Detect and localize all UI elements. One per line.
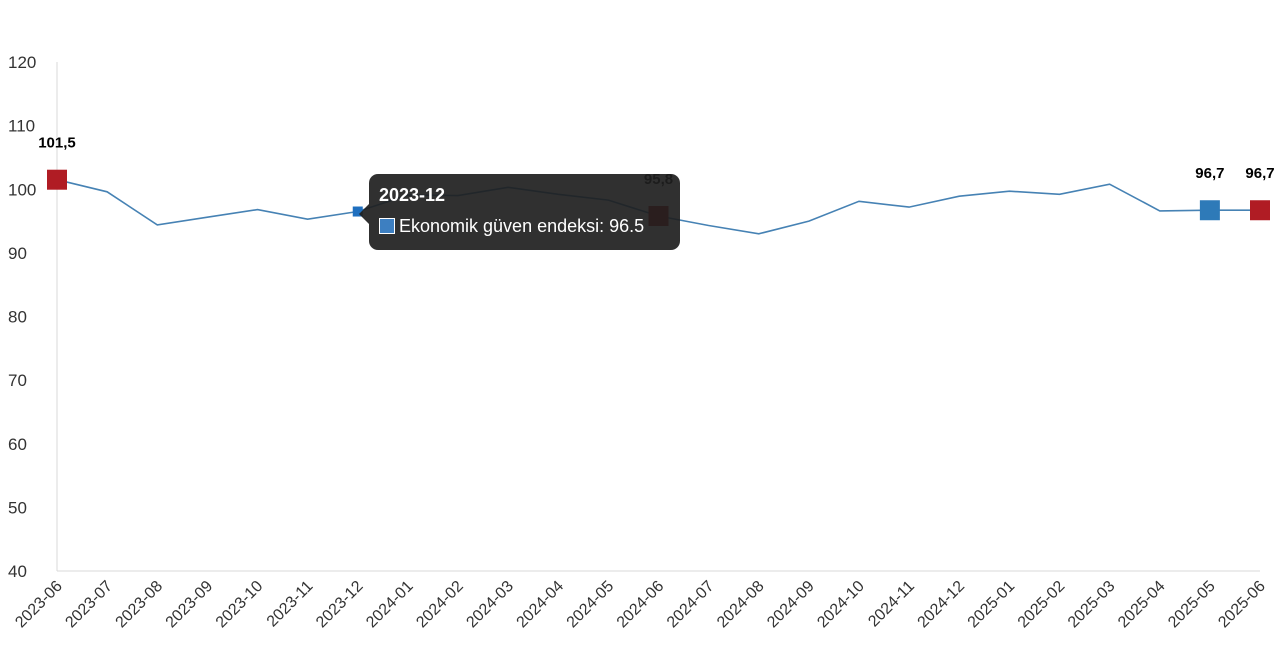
data-label: 96,7 [1245, 165, 1274, 182]
data-label: 96,7 [1195, 165, 1224, 182]
y-tick-label: 40 [8, 562, 27, 581]
x-tick-label: 2024-06 [614, 578, 668, 632]
y-tick-label: 100 [8, 180, 36, 199]
highlight-marker [47, 169, 67, 190]
x-tick-label: 2025-01 [965, 578, 1019, 632]
y-tick-label: 80 [8, 308, 27, 327]
y-tick-label: 50 [8, 498, 27, 517]
x-tick-label: 2025-04 [1115, 578, 1169, 632]
x-tick-label: 2024-12 [915, 578, 969, 632]
tooltip-title: 2023-12 [379, 185, 446, 205]
y-tick-label: 120 [8, 53, 36, 72]
x-tick-label: 2023-12 [313, 578, 367, 632]
tooltip-series-name: Ekonomik güven endeksi [399, 216, 600, 236]
hover-marker [352, 206, 363, 217]
highlight-marker [1250, 200, 1270, 221]
x-tick-label: 2024-03 [463, 578, 517, 632]
tooltip-row: Ekonomik güven endeksi: 96.5 [379, 214, 670, 238]
y-axis: 40 50 60 70 80 90 100 110 120 [8, 53, 58, 581]
y-tick-label: 110 [8, 117, 35, 136]
x-tick-label: 2024-08 [714, 578, 768, 632]
tooltip-arrow [359, 204, 369, 224]
x-tick-label: 2023-10 [213, 578, 267, 632]
y-tick-label: 60 [8, 435, 27, 454]
tooltip-series-swatch [379, 218, 395, 234]
x-tick-label: 2023-07 [62, 578, 116, 632]
chart-tooltip: 2023-12 Ekonomik güven endeksi: 96.5 [359, 174, 680, 250]
x-tick-label: 2024-11 [865, 578, 918, 631]
x-tick-label: 2025-05 [1165, 578, 1219, 632]
x-tick-label: 2025-02 [1015, 578, 1069, 632]
x-tick-label: 2024-10 [814, 578, 868, 632]
x-tick-label: 2025-06 [1215, 578, 1269, 632]
tooltip-value: 96.5 [609, 216, 645, 236]
y-tick-label: 70 [8, 371, 27, 390]
x-tick-label: 2023-06 [12, 578, 66, 632]
x-tick-label: 2024-04 [514, 578, 568, 632]
x-tick-label: 2023-09 [163, 578, 217, 632]
x-axis: 2023-062023-072023-082023-092023-102023-… [12, 570, 1269, 632]
y-tick-label: 90 [8, 244, 27, 263]
x-tick-label: 2024-05 [564, 578, 618, 632]
highlight-marker [1199, 200, 1220, 221]
x-tick-label: 2024-01 [363, 578, 417, 632]
x-tick-label: 2024-02 [413, 578, 467, 632]
x-tick-label: 2023-08 [113, 578, 167, 632]
x-tick-label: 2025-03 [1065, 578, 1119, 632]
x-tick-label: 2024-09 [764, 578, 818, 632]
tooltip-separator: : [599, 216, 610, 236]
data-label: 101,5 [38, 135, 76, 152]
x-tick-label: 2023-11 [264, 578, 317, 631]
x-tick-label: 2024-07 [664, 578, 718, 632]
